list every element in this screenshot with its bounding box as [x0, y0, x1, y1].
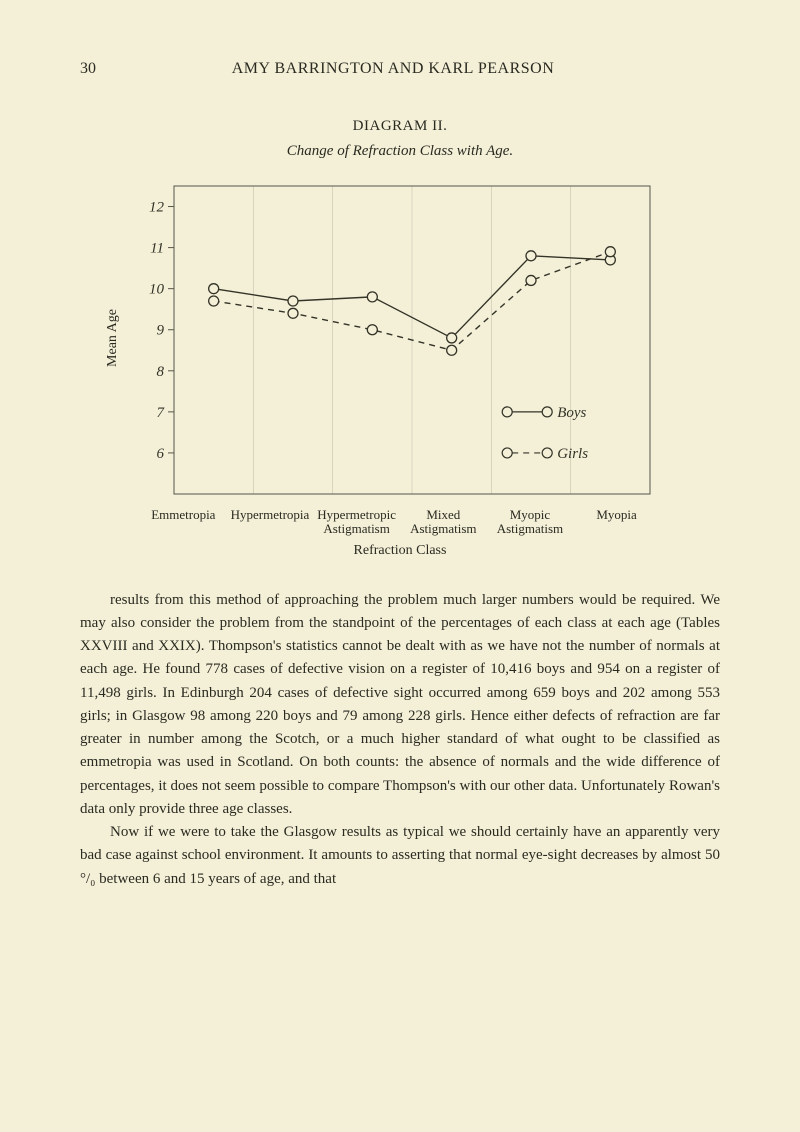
y-axis-label: Mean Age — [105, 309, 121, 367]
x-axis-categories: EmmetropiaHypermetropiaHypermetropicAsti… — [140, 508, 660, 537]
x-category-label: Myopia — [573, 508, 660, 537]
x-category-label: MyopicAstigmatism — [487, 508, 574, 537]
x-category-label: MixedAstigmatism — [400, 508, 487, 537]
page-header: 30 AMY BARRINGTON AND KARL PEARSON — [80, 60, 720, 78]
chart-container: Mean Age 6 7 8 9 10 11 12 Boys Girls — [80, 180, 720, 500]
paragraph-2: Now if we were to take the Glasgow resul… — [80, 821, 720, 891]
refraction-chart: 6 7 8 9 10 11 12 Boys Girls — [140, 180, 660, 500]
svg-text:10: 10 — [149, 282, 165, 298]
paragraph-1: results from this method of approaching … — [80, 589, 720, 822]
diagram-number: DIAGRAM II. — [80, 118, 720, 135]
running-head: AMY BARRINGTON AND KARL PEARSON — [66, 60, 720, 78]
body-text: results from this method of approaching … — [80, 589, 720, 891]
svg-text:11: 11 — [150, 241, 164, 257]
x-category-label: Emmetropia — [140, 508, 227, 537]
diagram-subtitle: Change of Refraction Class with Age. — [80, 143, 720, 160]
x-category-label: HypermetropicAstigmatism — [313, 508, 400, 537]
svg-text:Boys: Boys — [557, 405, 586, 421]
svg-text:6: 6 — [157, 446, 165, 462]
svg-text:7: 7 — [157, 405, 166, 421]
svg-text:8: 8 — [157, 364, 165, 380]
svg-text:12: 12 — [149, 200, 165, 216]
x-category-label: Hypermetropia — [227, 508, 314, 537]
svg-text:Girls: Girls — [557, 446, 588, 462]
svg-text:9: 9 — [157, 323, 165, 339]
x-axis-caption: Refraction Class — [80, 543, 720, 559]
